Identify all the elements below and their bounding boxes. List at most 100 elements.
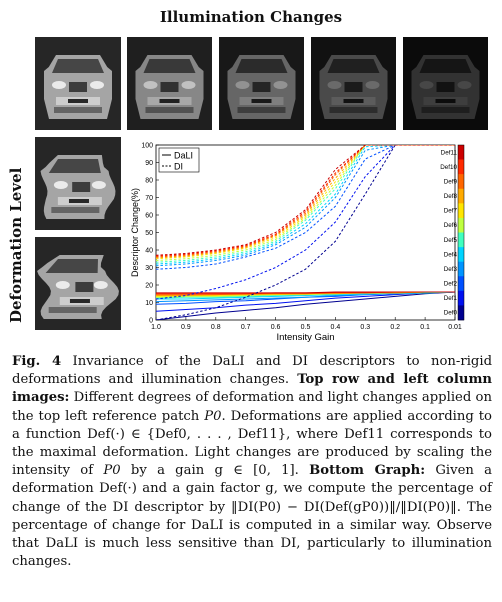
colorbar-label: Def10 [440,164,457,171]
x-tick-label: 0.7 [241,324,251,331]
caption-intro: Invariance of the DaLI and DI descriptor… [12,354,493,388]
colorbar-label: Def2 [444,281,458,288]
car-image-illum-4 [403,37,488,130]
car-image-illum-2 [219,37,304,130]
caption-bottom-heading: Bottom Graph: [309,463,426,479]
car-image-illum-1 [127,37,212,130]
x-tick-label: 0.2 [390,324,400,331]
x-tick-label: 0.9 [181,324,191,331]
x-axis-label: Intensity Gain [276,332,334,343]
x-tick-label: 0.01 [448,324,462,331]
colorbar-segment [458,247,464,262]
di-series-line [156,145,455,267]
figure-title: Illumination Changes [159,8,343,26]
y-tick-label: 30 [145,265,153,272]
colorbar-segment [458,305,464,321]
caption-formula: ‖DI(P0) − DI(Def(gP0))‖/‖DI(P0)‖. [231,499,461,515]
colorbar-label: Def6 [444,222,458,229]
car-thumbnail [311,37,396,130]
caption-p0: P0 [204,408,222,424]
colorbar-segment [458,188,464,204]
car-thumbnail [219,37,304,130]
di-series-line [156,145,455,258]
colorbar-segment [458,203,464,219]
x-tick-label: 0.5 [301,324,311,331]
colorbar-label: Def8 [444,193,458,200]
car-image-deform-1 [35,137,121,230]
di-series-line [156,145,455,265]
di-series-line [156,145,455,261]
di-series-line [156,145,455,259]
colorbar-label: Def5 [444,237,458,244]
caption-bottom-text-2: The percentage of change for DaLI is com… [12,499,492,570]
side-axis-title: Deformation Level [7,168,25,323]
car-image-deform-2 [35,237,121,330]
legend-di-label: DI [174,162,183,172]
x-tick-label: 0.3 [360,324,370,331]
y-tick-label: 80 [145,178,153,185]
x-tick-label: 0.4 [331,324,341,331]
di-series-line [156,145,455,260]
y-tick-label: 10 [145,300,153,307]
colorbar-segment [458,217,464,233]
deformation-level-label: Deformation Level [7,167,25,323]
legend-box [158,147,200,173]
colorbar-label: Def1 [444,295,458,302]
x-tick-label: 0.1 [420,324,430,331]
caption-p0-second: P0 [103,463,121,479]
caption-top-text-1: Different degrees of deformation and lig… [12,390,492,424]
colorbar-segment [458,232,464,248]
di-series-line [156,145,455,256]
dali-series-line [156,291,455,294]
caption-bottom-text-1: Given a deformation Def(·) and a gain fa… [12,463,492,515]
colorbar-segment [458,276,464,292]
colorbar-label: Def0 [444,310,458,317]
car-image-reference [35,37,121,130]
y-tick-label: 100 [141,143,153,150]
y-tick-label: 70 [145,195,153,202]
car-thumbnail [127,37,212,130]
colorbar-segment [458,261,464,277]
dali-series-line [156,291,455,320]
y-axis-label: Descriptor Change(%) [130,188,140,277]
colorbar-label: Def3 [444,266,458,273]
di-series-line [156,145,455,300]
descriptor-change-chart: 0 10 20 30 40 50 60 70 80 90 100 1.0 0.9 0.8 0.7 0.6 0.5… [130,143,465,343]
colorbar-frame [457,144,465,321]
figure-caption: Fig. 4 Invariance of the DaLI and DI des… [12,353,492,571]
dali-series-line [156,291,455,303]
di-series-line [156,145,455,270]
y-tick-label: 60 [145,213,153,220]
colorbar-label: Def7 [444,208,458,215]
colorbar-label: Def11 [441,149,458,156]
caption-top-text-2: . Deformations are applied according to … [12,408,492,479]
x-tick-label: 0.6 [271,324,281,331]
car-thumbnail [403,37,488,130]
fig-label: Fig. 4 [12,354,62,369]
dali-series-line [156,291,455,312]
caption-top-heading: Top row and left column images: [12,372,492,406]
colorbar-segment [458,174,464,190]
car-thumbnail [35,137,121,230]
y-tick-label: 40 [145,248,153,255]
x-tick-label: 1.0 [151,324,161,331]
car-image-illum-3 [311,37,396,130]
series-group [156,145,455,320]
colorbar-segment [458,290,464,306]
x-tick-label: 0.8 [211,324,221,331]
colorbar-segment [458,159,464,175]
y-tick-label: 20 [145,283,153,290]
colorbar-label: Def4 [444,251,458,258]
di-series-line [156,145,455,320]
y-tick-label: 0 [149,318,153,325]
di-series-line [156,145,455,263]
legend-dali-label: DaLI [174,151,193,161]
car-thumbnail [35,237,121,330]
car-thumbnail [35,37,121,130]
colorbar-segment [458,145,464,160]
y-tick-label: 50 [145,230,153,237]
di-series-line [156,145,455,257]
caption-top-text-3: by a gain g ∈ [0, 1]. [130,463,299,479]
y-tick-label: 90 [145,160,153,167]
colorbar-label: Def9 [444,178,458,185]
